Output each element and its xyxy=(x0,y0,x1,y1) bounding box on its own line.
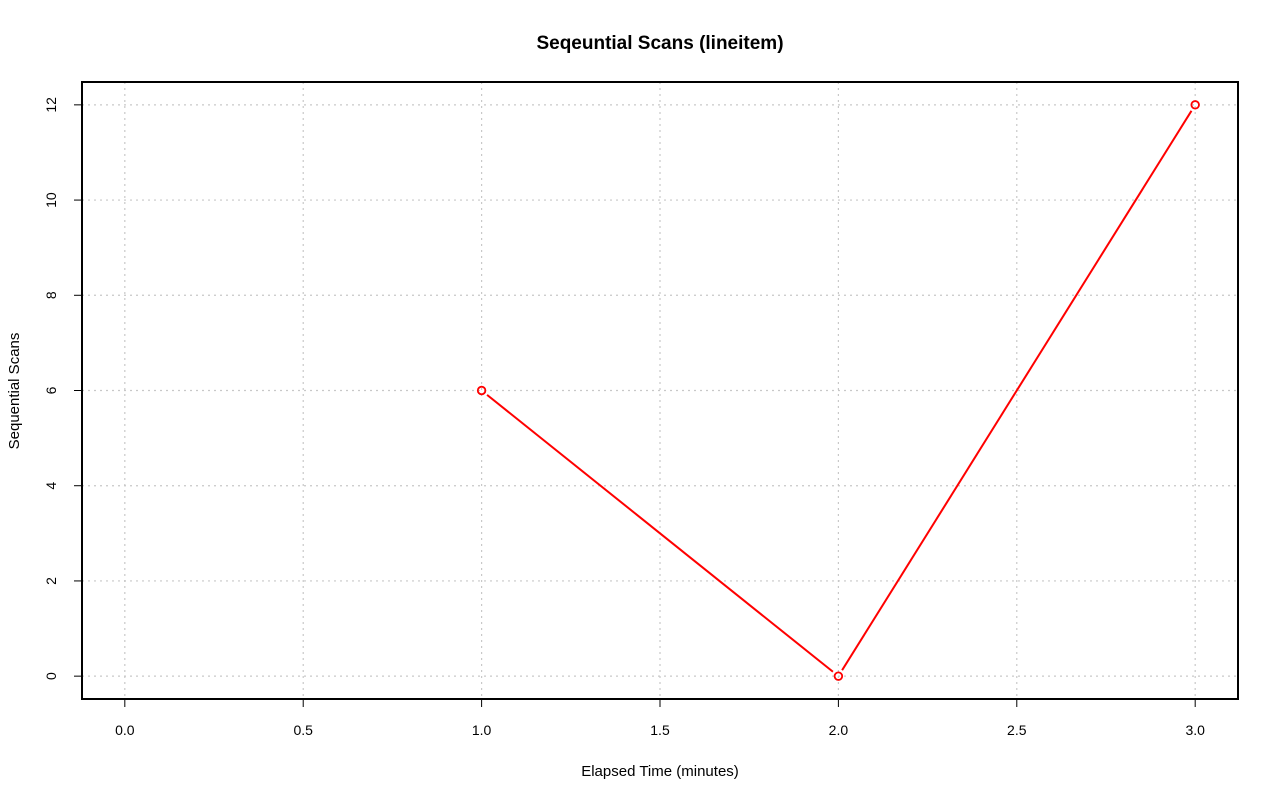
y-axis: 0 2 4 6 8 10 12 xyxy=(43,97,82,680)
chart-title: Seqeuntial Scans (lineitem) xyxy=(536,33,783,54)
y-axis-label: Sequential Scans xyxy=(6,333,23,450)
y-tick-label: 6 xyxy=(43,386,59,394)
y-tick-label: 12 xyxy=(43,97,59,113)
grid xyxy=(82,82,1238,699)
y-tick-label: 2 xyxy=(43,577,59,585)
x-tick-label: 2.5 xyxy=(1007,722,1027,738)
x-axis: 0.0 0.5 1.0 1.5 2.0 2.5 3.0 xyxy=(115,698,1205,738)
series-layer xyxy=(476,100,1200,681)
x-axis-label: Elapsed Time (minutes) xyxy=(581,763,739,780)
x-tick-label: 2.0 xyxy=(829,722,849,738)
data-point xyxy=(1190,100,1200,110)
x-tick-label: 0.5 xyxy=(293,722,313,738)
series-line-segment xyxy=(841,110,1193,671)
series-line-segment xyxy=(486,394,834,673)
y-tick-label: 10 xyxy=(43,192,59,208)
x-tick-label: 1.0 xyxy=(472,722,492,738)
x-tick-label: 0.0 xyxy=(115,722,135,738)
x-tick-label: 1.5 xyxy=(650,722,670,738)
y-tick-label: 4 xyxy=(43,482,59,490)
y-tick-label: 8 xyxy=(43,291,59,299)
data-point xyxy=(833,671,844,681)
x-tick-label: 3.0 xyxy=(1185,722,1205,738)
y-tick-label: 0 xyxy=(43,672,59,680)
data-point xyxy=(476,385,487,396)
